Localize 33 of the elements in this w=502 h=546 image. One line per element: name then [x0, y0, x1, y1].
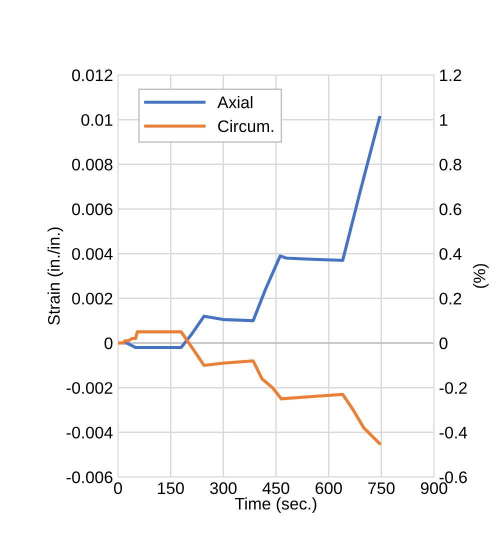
y-tick-label: -0.002: [66, 382, 112, 394]
y-axis-title: Strain (in./in.): [48, 227, 64, 325]
x-axis-title: Time (sec.): [235, 497, 316, 513]
x-tick-label: 750: [368, 482, 395, 494]
y2-axis-title: (%): [473, 264, 489, 288]
y2-tick-label: 0.8: [440, 158, 462, 171]
y-tick-label: 0.008: [72, 158, 112, 171]
legend-label: Axial: [217, 96, 252, 108]
y2-tick-label: -0.6: [440, 471, 467, 484]
y2-tick-label: -0.4: [440, 426, 468, 439]
y-tick-label: 0: [104, 337, 112, 350]
y2-tick-label: 0.4: [440, 248, 462, 260]
y-tick-label: 0.012: [72, 69, 112, 82]
line-series: [118, 330, 382, 446]
y-tick-label: 0.006: [72, 203, 112, 216]
x-tick-label: 150: [158, 482, 184, 494]
x-tick-label: 450: [262, 482, 290, 494]
y2-tick-label: -0.2: [440, 382, 467, 394]
x-tick-label: 600: [316, 482, 342, 494]
y2-tick-label: 1: [440, 114, 448, 126]
y2-tick-label: 0: [440, 337, 448, 350]
y-tick-label: 0.002: [72, 292, 112, 305]
y-tick-label: -0.006: [66, 471, 112, 484]
y2-tick-label: 0.6: [440, 203, 462, 216]
y2-tick-label: 1.2: [440, 69, 462, 82]
x-tick-label: 900: [420, 482, 448, 494]
y2-tick-label: 0.2: [440, 292, 462, 305]
x-tick-label: 0: [114, 482, 122, 494]
y-tick-label: -0.004: [66, 426, 113, 439]
x-tick-label: 300: [210, 482, 237, 494]
legend-label: Circum.: [218, 120, 274, 132]
y-tick-label: 0.004: [72, 248, 113, 260]
y-tick-label: 0.01: [81, 114, 112, 126]
